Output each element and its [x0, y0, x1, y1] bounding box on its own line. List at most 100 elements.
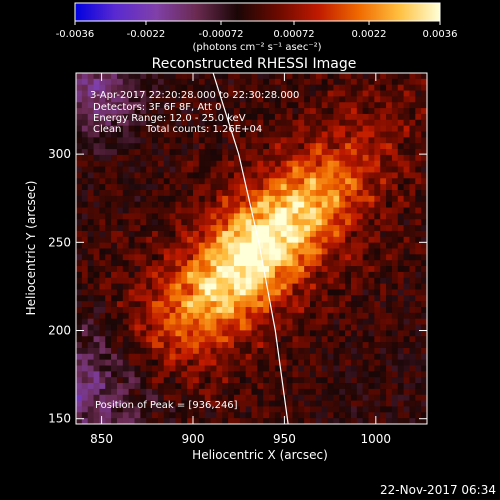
heatmap-cell — [169, 184, 176, 191]
heatmap-cell — [397, 207, 404, 214]
heatmap-cell — [409, 412, 416, 419]
heatmap-cell — [274, 371, 282, 378]
heatmap-cell — [99, 377, 106, 384]
heatmap-cell — [368, 166, 375, 173]
heatmap-cell — [374, 119, 381, 127]
heatmap-cell — [146, 324, 153, 331]
heatmap-cell — [169, 312, 176, 320]
heatmap-cell — [339, 149, 346, 156]
heatmap-cell — [152, 137, 159, 144]
heatmap-cell — [87, 84, 94, 91]
heatmap-cell — [251, 312, 258, 320]
heatmap-cell — [216, 324, 223, 331]
heatmap-cell — [257, 119, 264, 127]
heatmap-cell — [339, 96, 346, 103]
heatmap-cell — [163, 271, 170, 279]
heatmap-cell — [245, 254, 252, 261]
heatmap-cell — [292, 113, 299, 121]
heatmap-cell — [198, 365, 206, 372]
heatmap-cell — [280, 96, 287, 103]
heatmap-cell — [310, 377, 317, 384]
heatmap-cell — [239, 154, 247, 162]
heatmap-cell — [187, 359, 194, 366]
heatmap-cell — [93, 307, 100, 314]
heatmap-cell — [304, 195, 311, 203]
heatmap-cell — [99, 412, 106, 419]
heatmap-cell — [93, 78, 100, 86]
heatmap-cell — [391, 84, 399, 91]
heatmap-cell — [386, 102, 393, 109]
heatmap-cell — [304, 149, 311, 156]
heatmap-cell — [233, 394, 241, 401]
heatmap-cell — [327, 78, 334, 86]
heatmap-cell — [356, 225, 364, 232]
heatmap-cell — [339, 336, 346, 343]
heatmap-cell — [263, 412, 270, 419]
heatmap-cell — [216, 201, 223, 208]
heatmap-cell — [233, 113, 241, 121]
heatmap-cell — [280, 78, 287, 86]
heatmap-cell — [105, 230, 112, 238]
heatmap-cell — [321, 394, 328, 401]
heatmap-cell — [204, 131, 211, 138]
heatmap-cell — [76, 388, 83, 396]
heatmap-cell — [345, 195, 352, 203]
heatmap-cell — [356, 108, 364, 115]
heatmap-cell — [239, 254, 247, 261]
heatmap-cell — [210, 248, 217, 255]
heatmap-cell — [81, 84, 89, 91]
heatmap-cell — [116, 242, 124, 249]
heatmap-cell — [233, 318, 241, 325]
heatmap-cell — [292, 160, 299, 167]
heatmap-cell — [122, 131, 130, 138]
heatmap-cell — [222, 248, 229, 255]
heatmap-cell — [187, 84, 194, 91]
heatmap-cell — [163, 154, 170, 162]
heatmap-cell — [134, 400, 141, 407]
heatmap-cell — [263, 260, 270, 267]
heatmap-cell — [274, 342, 282, 349]
heatmap-cell — [315, 400, 323, 407]
heatmap-cell — [386, 289, 393, 296]
heatmap-cell — [198, 172, 206, 179]
heatmap-cell — [140, 260, 147, 267]
heatmap-cell — [315, 113, 323, 121]
heatmap-cell — [374, 154, 381, 162]
heatmap-cell — [146, 149, 153, 156]
heatmap-cell — [99, 119, 106, 127]
heatmap-cell — [204, 289, 211, 296]
heatmap-cell — [257, 102, 264, 109]
heatmap-cell — [163, 225, 170, 232]
heatmap-cell — [274, 266, 282, 273]
heatmap-cell — [245, 119, 252, 127]
heatmap-cell — [362, 149, 369, 156]
heatmap-cell — [122, 184, 130, 191]
heatmap-cell — [409, 78, 416, 86]
heatmap-cell — [280, 406, 287, 413]
heatmap-cell — [128, 388, 135, 396]
heatmap-cell — [99, 90, 106, 97]
heatmap-cell — [198, 400, 206, 407]
heatmap-cell — [292, 318, 299, 325]
heatmap-cell — [310, 166, 317, 173]
heatmap-cell — [315, 154, 323, 162]
heatmap-cell — [280, 254, 287, 261]
heatmap-cell — [350, 242, 358, 249]
heatmap-cell — [339, 78, 346, 86]
heatmap-cell — [239, 137, 247, 144]
heatmap-cell — [350, 359, 358, 366]
heatmap-cell — [333, 195, 340, 203]
heatmap-cell — [315, 271, 323, 279]
heatmap-cell — [76, 330, 83, 337]
heatmap-cell — [315, 307, 323, 314]
heatmap-cell — [93, 154, 100, 162]
heatmap-cell — [374, 195, 381, 203]
heatmap-cell — [233, 78, 241, 86]
heatmap-cell — [116, 307, 124, 314]
heatmap-cell — [333, 154, 340, 162]
heatmap-cell — [204, 318, 211, 325]
heatmap-cell — [386, 353, 393, 361]
heatmap-cell — [403, 96, 410, 103]
heatmap-cell — [163, 230, 170, 238]
heatmap-cell — [134, 125, 141, 132]
